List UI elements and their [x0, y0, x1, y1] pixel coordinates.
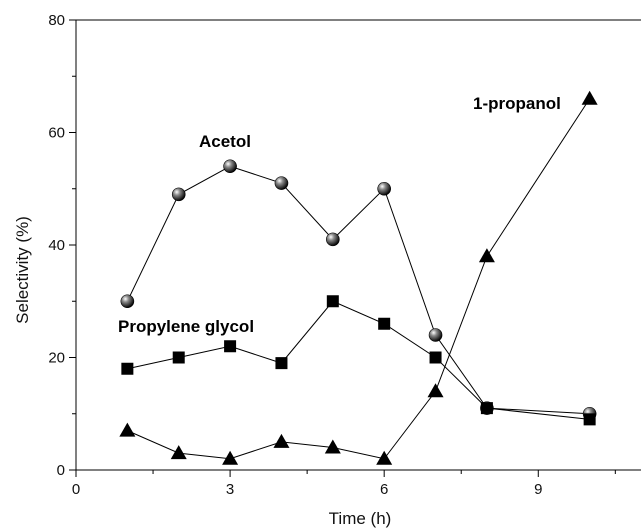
data-point	[480, 402, 493, 415]
x-axis-title: Time (h)	[329, 509, 392, 528]
y-tick-label: 60	[48, 125, 65, 142]
data-point	[273, 433, 290, 448]
data-point	[326, 295, 339, 308]
data-point	[223, 159, 237, 174]
data-point	[120, 294, 135, 309]
data-point	[222, 450, 239, 465]
plot-frame	[75, 19, 641, 471]
x-tick-label: 0	[72, 481, 80, 498]
data-point	[121, 362, 134, 375]
series-line	[126, 165, 590, 415]
data-point	[478, 248, 495, 263]
x-tick-label: 9	[534, 481, 542, 498]
series-propylene-glycol	[121, 295, 596, 426]
data-point	[275, 357, 288, 370]
series-layer	[119, 90, 598, 465]
data-point	[581, 90, 598, 105]
data-point	[119, 422, 136, 437]
data-point	[170, 445, 187, 460]
data-point	[428, 328, 443, 342]
series-label-propylene-glycol: Propylene glycol	[118, 317, 254, 336]
x-tick-label: 3	[226, 481, 234, 498]
axis-ticks: 0 3 6 9 0 20 40 60 80	[48, 12, 616, 498]
y-tick-label: 40	[48, 237, 65, 254]
series-label-acetol: Acetol	[199, 132, 251, 151]
y-axis-title: Selectivity (%)	[13, 216, 32, 324]
data-point	[429, 351, 442, 364]
data-point	[583, 413, 596, 426]
y-tick-label: 0	[57, 462, 65, 479]
data-point	[376, 450, 393, 465]
y-tick-label: 20	[48, 350, 65, 367]
data-point	[172, 351, 185, 364]
series-acetol	[120, 159, 597, 421]
x-tick-label: 6	[380, 481, 388, 498]
data-point	[274, 176, 289, 190]
series-1-propanol	[119, 90, 598, 465]
y-tick-label: 80	[48, 12, 65, 29]
data-point	[224, 340, 237, 353]
data-point	[326, 232, 340, 247]
data-point	[377, 181, 391, 196]
data-point	[324, 439, 341, 454]
data-point	[427, 383, 444, 398]
series-line	[127, 98, 591, 460]
data-point	[171, 187, 186, 202]
series-label-1-propanol: 1-propanol	[473, 94, 561, 113]
data-point	[378, 317, 391, 330]
